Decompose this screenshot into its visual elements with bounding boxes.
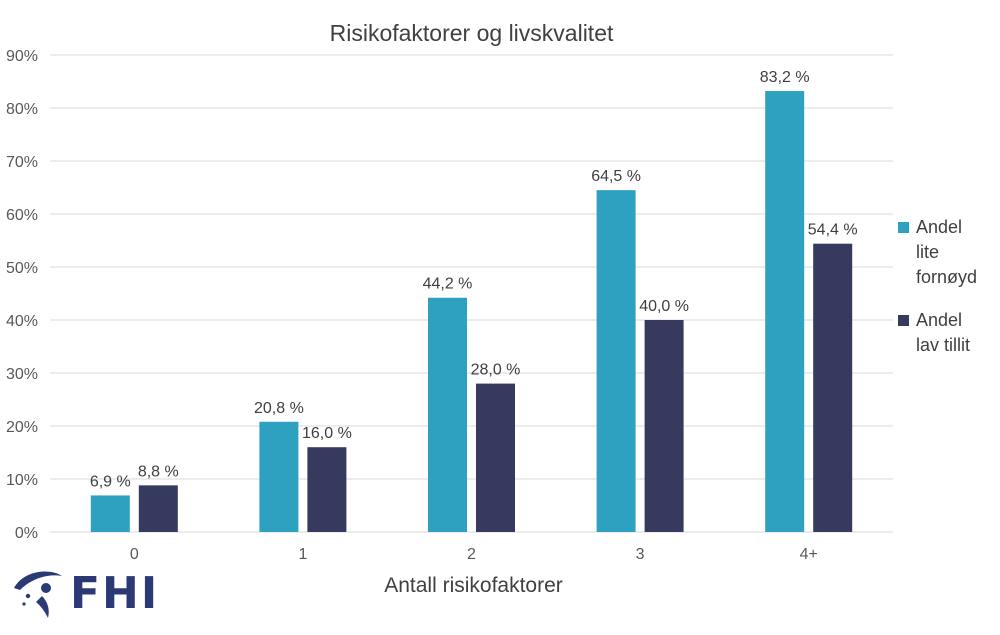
data-label: 64,5 % (591, 168, 641, 185)
data-label: 16,0 % (302, 425, 352, 442)
bar (307, 447, 347, 532)
y-tick-label: 60% (6, 207, 38, 224)
y-tick-label: 30% (6, 366, 38, 383)
legend-item-lite-fornoyd: Andel lite fornøyd (898, 215, 998, 290)
legend-line: lite (916, 242, 940, 262)
data-label: 6,9 % (90, 473, 131, 490)
data-label: 54,4 % (808, 222, 858, 239)
data-label: 44,2 % (423, 276, 473, 293)
x-tick-label: 3 (636, 546, 645, 563)
legend: Andel lite fornøyd Andel lav tillit (898, 215, 998, 376)
legend-item-lav-tillit: Andel lav tillit (898, 308, 998, 358)
x-tick-label: 0 (130, 546, 139, 563)
x-tick-label: 2 (467, 546, 476, 563)
y-tick-label: 50% (6, 260, 38, 277)
legend-line: Andel (916, 217, 963, 237)
legend-swatch (898, 315, 909, 326)
data-label: 40,0 % (639, 298, 689, 315)
bar (138, 485, 178, 532)
chart-title: Risikofaktorer og livskvalitet (330, 20, 614, 46)
y-tick-label: 20% (6, 419, 38, 436)
x-axis-title: Antall risikofaktorer (384, 574, 563, 597)
legend-line: lav tillit (916, 335, 971, 355)
fhi-logo: FHI (10, 566, 157, 622)
bar (90, 495, 130, 532)
data-label: 8,8 % (138, 463, 179, 480)
legend-line: fornøyd (916, 267, 978, 287)
logo-text: FHI (70, 568, 160, 619)
fhi-swoosh-icon (14, 571, 62, 618)
y-tick-label: 40% (6, 313, 38, 330)
legend-label: Andel lite fornøyd (916, 215, 998, 290)
data-label: 28,0 % (471, 362, 521, 379)
y-tick-label: 10% (6, 472, 38, 489)
bar (259, 421, 299, 532)
legend-label: Andel lav tillit (916, 308, 998, 358)
legend-swatch (898, 222, 909, 233)
data-label: 20,8 % (254, 400, 304, 417)
data-label: 83,2 % (760, 69, 810, 86)
bar (476, 383, 515, 532)
bar (813, 243, 853, 532)
y-tick-label: 0% (15, 525, 38, 542)
legend-line: Andel (916, 310, 963, 330)
bar (644, 320, 684, 532)
y-tick-label: 70% (6, 154, 38, 171)
y-tick-label: 80% (6, 101, 38, 118)
y-tick-label: 90% (6, 48, 38, 65)
bar (428, 297, 467, 532)
bar (596, 190, 636, 532)
bar (765, 91, 805, 532)
x-tick-label: 4+ (800, 546, 818, 563)
x-tick-label: 1 (298, 546, 307, 563)
